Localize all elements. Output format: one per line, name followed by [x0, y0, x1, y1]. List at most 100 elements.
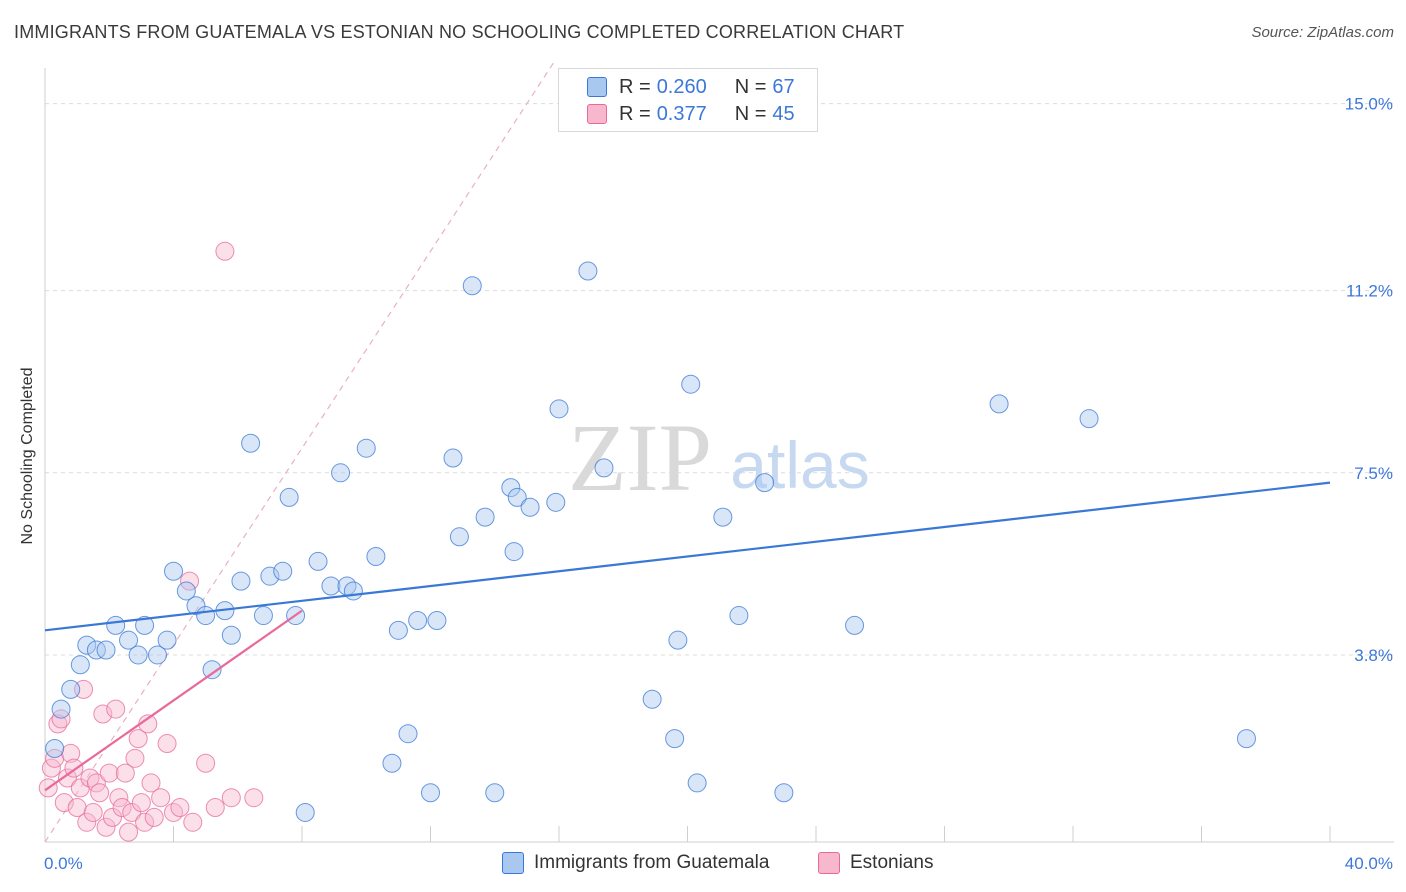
- guatemala-points: [45, 261, 1256, 822]
- y-tick-label: 3.8%: [1354, 646, 1393, 665]
- guatemala-point: [713, 507, 733, 527]
- guatemala-point: [485, 783, 505, 803]
- axes: [44, 68, 1394, 843]
- estonians-point: [77, 812, 97, 832]
- guatemala-point: [501, 478, 521, 498]
- bottom-legend-label: Immigrants from Guatemala: [534, 852, 770, 873]
- guatemala-point: [687, 773, 707, 793]
- estonians-point: [128, 729, 148, 749]
- estonians-point: [57, 768, 77, 788]
- guatemala-point: [1236, 729, 1256, 749]
- estonians-point: [51, 709, 71, 729]
- estonians-point: [205, 798, 225, 818]
- y-tick-label: 15.0%: [1345, 95, 1393, 114]
- guatemala-point: [507, 487, 527, 507]
- guatemala-point: [119, 630, 139, 650]
- guatemala-point: [221, 625, 241, 645]
- estonians-point: [131, 793, 151, 813]
- estonians-point: [125, 748, 145, 768]
- estonians-point: [170, 798, 190, 818]
- guatemala-point: [61, 679, 81, 699]
- estonians-point: [144, 807, 164, 827]
- guatemala-point: [382, 753, 402, 773]
- guatemala-point: [86, 640, 106, 660]
- estonians-point: [102, 807, 122, 827]
- guatemala-point: [70, 655, 90, 675]
- guatemala-point: [681, 374, 701, 394]
- estonians-point: [119, 822, 139, 842]
- legend-row-estonians: R = 0.377 N = 45: [587, 102, 795, 126]
- bottom-legend-estonians[interactable]: Estonians: [818, 852, 933, 874]
- guatemala-point: [594, 458, 614, 478]
- guatemala-point: [388, 620, 408, 640]
- guatemala-point: [279, 487, 299, 507]
- guatemala-point: [343, 581, 363, 601]
- legend-r-value: 0.377: [656, 102, 707, 125]
- estonians-point: [112, 798, 132, 818]
- x-tick-label: 0.0%: [44, 854, 83, 873]
- legend-r-label: R =: [619, 75, 651, 98]
- guatemala-point: [408, 610, 428, 630]
- legend-swatch-pink: [587, 104, 607, 124]
- guatemala-point: [186, 596, 206, 616]
- guatemala-point: [989, 394, 1009, 414]
- source-label: Source: ZipAtlas.com: [1251, 24, 1394, 41]
- guatemala-trend-line: [44, 481, 1331, 632]
- guatemala-point: [241, 433, 261, 453]
- guatemala-point: [253, 606, 273, 626]
- guatemala-point: [45, 738, 65, 758]
- guatemala-point: [295, 802, 315, 822]
- tick-labels: 3.8% 7.5% 11.2% 15.0% 0.0% 40.0%: [44, 95, 1393, 873]
- estonians-point: [48, 714, 68, 734]
- guatemala-point: [520, 497, 540, 517]
- legend-swatch-blue: [502, 852, 524, 874]
- guatemala-point: [398, 724, 418, 744]
- estonians-point: [54, 793, 74, 813]
- guatemala-point: [462, 276, 482, 296]
- x-tick-label: 40.0%: [1345, 854, 1393, 873]
- legend-swatch-blue: [587, 77, 607, 97]
- y-tick-label: 11.2%: [1346, 282, 1393, 301]
- estonians-point: [80, 768, 100, 788]
- estonians-point: [135, 812, 155, 832]
- trend-lines: [44, 481, 1331, 792]
- estonians-trend-line: [44, 609, 303, 792]
- estonians-point: [164, 802, 183, 822]
- guatemala-point: [202, 660, 222, 680]
- guatemala-point: [128, 645, 148, 665]
- guatemala-point: [135, 615, 155, 635]
- estonians-point: [141, 773, 161, 793]
- legend-n-label: N =: [734, 75, 767, 98]
- estonians-point: [215, 241, 235, 261]
- estonians-point: [196, 753, 216, 773]
- bottom-legend-guatemala[interactable]: Immigrants from Guatemala: [502, 852, 769, 874]
- bottom-legend: Immigrants from Guatemala Estonians: [0, 852, 1406, 878]
- guatemala-point: [755, 473, 775, 493]
- estonians-point: [106, 699, 126, 719]
- guatemala-point: [331, 463, 351, 483]
- estonians-point: [90, 783, 110, 803]
- guatemala-point: [196, 606, 216, 626]
- guatemala-point: [96, 640, 116, 660]
- guatemala-point: [729, 606, 749, 626]
- legend-r-label: R =: [619, 102, 651, 125]
- estonians-point: [83, 802, 103, 822]
- guatemala-point: [665, 729, 685, 749]
- legend-n-value: 45: [772, 102, 795, 125]
- chart-title: IMMIGRANTS FROM GUATEMALA VS ESTONIAN NO…: [14, 22, 905, 42]
- guatemala-point: [774, 783, 794, 803]
- guatemala-point: [845, 615, 865, 635]
- estonians-point: [151, 788, 171, 808]
- guatemala-point: [164, 561, 183, 581]
- estonians-point: [122, 802, 142, 822]
- guatemala-point: [421, 783, 440, 803]
- guatemala-point: [77, 635, 97, 655]
- estonians-point: [157, 734, 177, 754]
- legend-swatch-pink: [818, 852, 840, 874]
- guatemala-point: [231, 571, 251, 591]
- watermark: ZIP atlas: [568, 404, 870, 511]
- guatemala-point: [147, 645, 167, 665]
- watermark-atlas: atlas: [730, 428, 869, 502]
- guatemala-point: [578, 261, 598, 281]
- guatemala-point: [642, 689, 662, 709]
